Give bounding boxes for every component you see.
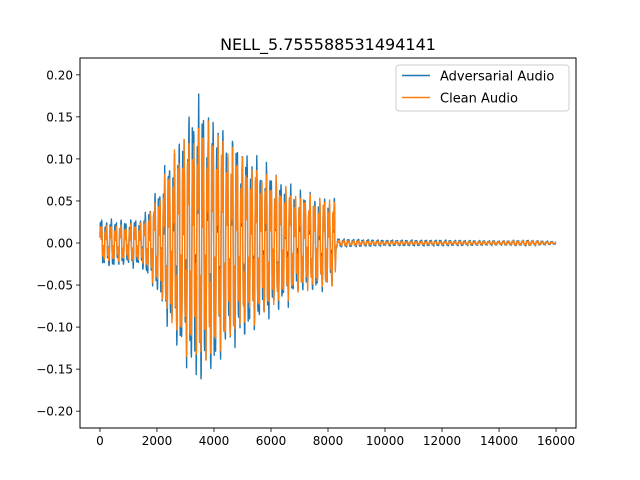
- x-tick-label: 10000: [366, 434, 404, 448]
- y-tick-label: −0.20: [36, 405, 73, 419]
- series-layer: [99, 93, 557, 380]
- legend: Adversarial Audio Clean Audio: [395, 64, 570, 112]
- y-tick-label: 0.15: [46, 110, 73, 124]
- y-tick-label: 0.20: [46, 68, 73, 82]
- legend-frame: [395, 64, 570, 112]
- x-tick-label: 12000: [423, 434, 461, 448]
- chart-title: NELL_5.755588531494141: [220, 35, 436, 55]
- x-tick-label: 2000: [142, 434, 173, 448]
- x-tick-label: 16000: [537, 434, 575, 448]
- y-tick-label: −0.10: [36, 321, 73, 335]
- legend-label-adversarial-audio: Adversarial Audio: [440, 70, 554, 85]
- y-tick-label: −0.15: [36, 363, 73, 377]
- y-tick-label: 0.00: [46, 237, 73, 251]
- x-tick-label: 14000: [480, 434, 518, 448]
- x-tick-label: 6000: [256, 434, 287, 448]
- x-axis: 0 2000 4000 6000 8000 10000 12000 14000 16000: [96, 428, 575, 448]
- legend-label-clean-audio: Clean Audio: [440, 92, 518, 107]
- x-tick-label: 8000: [313, 434, 344, 448]
- x-tick-label: 4000: [199, 434, 230, 448]
- series-line-clean-audio: [99, 120, 557, 361]
- y-axis: −0.20 −0.15 −0.10 −0.05 0.00 0.05 0.10 0.15 0.20: [36, 68, 80, 419]
- x-tick-label: 0: [96, 434, 104, 448]
- y-tick-label: 0.05: [46, 194, 73, 208]
- y-tick-label: −0.05: [36, 279, 73, 293]
- y-tick-label: 0.10: [46, 152, 73, 166]
